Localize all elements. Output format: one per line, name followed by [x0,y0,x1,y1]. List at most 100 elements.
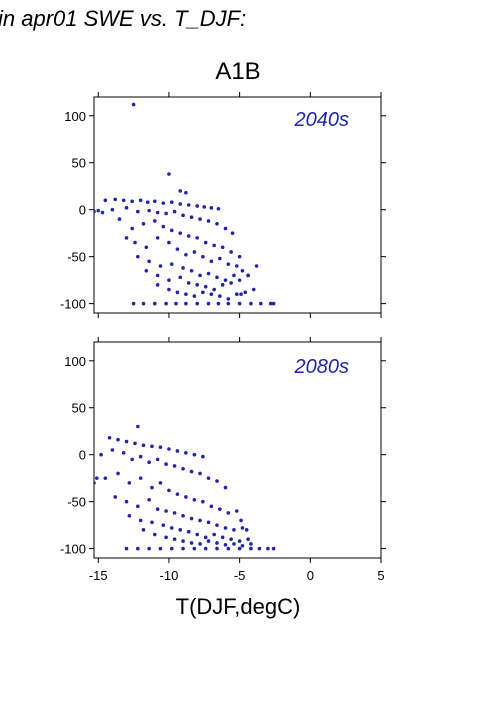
data-point [195,301,200,306]
data-point [155,507,160,511]
y-axis-2080s: 100 50 0 -50 -100 [60,354,386,557]
y-tick-label: -100 [60,297,86,312]
panel-frame [93,341,382,559]
data-point [167,488,171,493]
y-tick-label: 50 [72,401,86,416]
data-point [206,539,211,543]
data-point [138,198,143,203]
data-point [209,259,214,264]
data-point [237,546,242,551]
data-point [232,273,236,278]
data-point [234,509,239,513]
data-point [167,278,171,282]
data-point [186,281,191,285]
data-point [113,197,118,202]
data-point [203,240,208,245]
data-point [96,208,101,213]
data-point [164,301,168,306]
data-point [209,206,214,210]
x-axis-label: T(DJF,degC) [175,594,301,619]
data-point [218,256,222,261]
data-point [155,457,160,462]
data-point [147,497,151,502]
y-tick-label: 100 [64,354,86,369]
data-point [240,268,245,273]
data-point [138,476,143,480]
data-point [186,203,191,207]
data-point [124,236,129,240]
data-point [195,532,200,537]
data-point [226,262,231,266]
data-point [240,526,245,530]
data-point [138,518,143,523]
data-point [192,250,197,254]
x-tick-label: 0 [307,568,314,583]
data-point [155,236,160,240]
data-point [189,516,194,521]
data-point [124,546,129,551]
data-point [206,219,211,223]
data-point [130,199,134,204]
data-point [249,542,253,546]
x-tick-label: 5 [377,568,384,583]
data-point [202,205,207,209]
points-2040s [94,102,276,306]
data-point [237,278,242,282]
data-point [223,226,228,231]
data-point [206,271,211,276]
data-point [215,221,219,226]
data-point [232,528,236,532]
data-point [147,208,151,213]
data-point [172,464,177,468]
data-point [99,452,103,457]
data-point [107,435,112,440]
data-point [237,539,242,543]
data-point [189,469,194,474]
data-point [138,454,143,459]
data-point [271,301,276,306]
data-point [243,290,248,295]
data-point [216,301,221,306]
panel-label-2040s: 2040s [294,109,350,131]
data-point [175,492,180,496]
data-point [195,283,200,287]
data-point [195,204,200,208]
data-point [198,217,202,221]
data-point [198,518,202,523]
data-point [181,266,185,270]
data-point [169,200,174,204]
data-point [230,231,235,235]
data-point [226,511,231,515]
data-point [184,495,188,499]
data-point [175,449,180,453]
data-point [223,526,228,530]
data-point [136,254,140,259]
data-point [178,202,183,206]
data-point [237,301,242,306]
data-point [150,485,154,490]
data-point [271,546,276,551]
x-axis-ticks-2040s [97,92,382,318]
points-2080s [94,424,276,551]
data-point [226,297,231,301]
data-point [130,457,134,462]
data-point [192,497,197,502]
data-point [164,509,168,513]
data-point [167,287,171,292]
data-point [152,301,157,306]
data-point [161,523,166,527]
data-point [218,294,222,298]
data-point [181,546,185,551]
y-tick-label: 0 [79,448,86,463]
data-point [268,301,273,306]
data-point [212,532,216,537]
data-point [216,206,221,211]
data-point [150,520,154,525]
data-point [124,499,129,504]
data-point [201,290,205,295]
data-point [206,520,211,525]
data-point [155,283,160,287]
data-point [178,189,183,193]
data-point [184,301,188,306]
